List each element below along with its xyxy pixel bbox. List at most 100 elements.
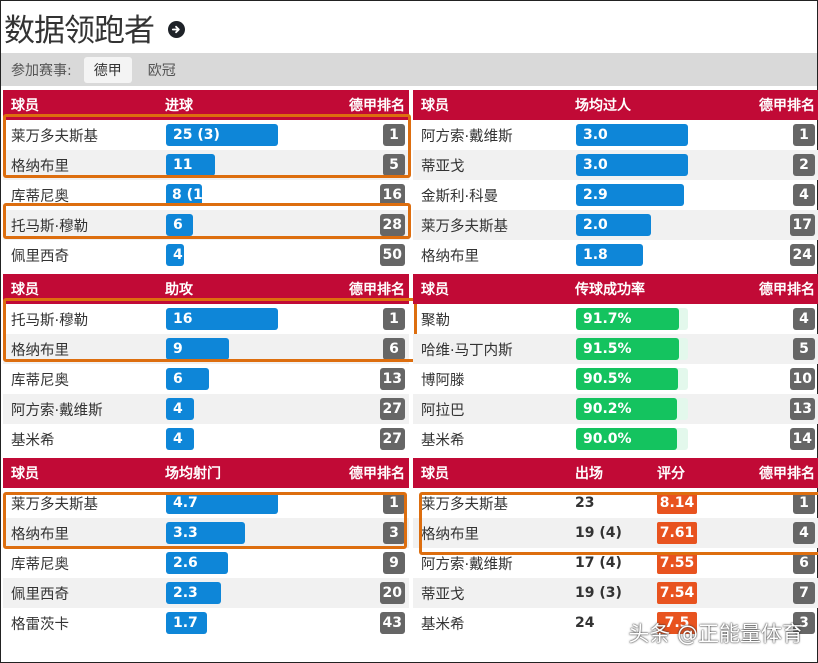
player-name[interactable]: 库蒂尼奥 [11,372,69,389]
column-header-rank[interactable]: 德甲排名 [759,466,815,482]
player-name[interactable]: 蒂亚戈 [421,158,465,175]
player-name[interactable]: 格纳布里 [11,158,69,175]
player-name[interactable]: 阿方索·戴维斯 [11,402,103,419]
table-row[interactable]: 阿方索·戴维斯 17 (4) 7.55 6 [413,548,818,578]
player-name[interactable]: 托马斯·穆勒 [11,218,89,235]
column-header-player[interactable]: 球员 [11,466,39,482]
rating-badge: 7.5 [657,612,697,634]
column-header-rank[interactable]: 德甲排名 [349,282,405,298]
rank-badge: 1 [793,124,815,146]
table-row[interactable]: 托马斯·穆勒 6 28 [3,210,409,240]
column-header-player[interactable]: 球员 [11,98,39,114]
player-name[interactable]: 库蒂尼奥 [11,556,69,573]
column-header-rank[interactable]: 德甲排名 [349,98,405,114]
player-name[interactable]: 聚勒 [421,312,450,329]
stat-bar: 8 (1 [166,184,202,206]
table-row[interactable]: 库蒂尼奥 8 (1 16 [3,180,409,210]
player-name[interactable]: 阿方索·戴维斯 [421,128,513,145]
table-row[interactable]: 蒂亚戈 19 (3) 7.54 7 [413,578,818,608]
panel-dribbles: 球员 场均过人 德甲排名 阿方索·戴维斯 3.0 1 蒂亚戈 3.0 2 金斯利·科曼 2… [413,86,818,270]
player-name[interactable]: 托马斯·穆勒 [11,312,89,329]
column-header-rank[interactable]: 德甲排名 [759,282,815,298]
table-row[interactable]: 莱万多夫斯基 4.7 1 [3,488,409,518]
player-name[interactable]: 莱万多夫斯基 [11,128,98,145]
player-name[interactable]: 库蒂尼奥 [11,188,69,205]
column-header-pass-accuracy[interactable]: 传球成功率 [575,282,645,298]
table-row[interactable]: 格纳布里 3.3 3 [3,518,409,548]
rank-badge: 1 [383,124,405,146]
column-header-appearances[interactable]: 出场 [575,466,603,482]
player-name[interactable]: 阿方索·戴维斯 [421,556,513,573]
column-header-assists[interactable]: 助攻 [165,282,193,298]
player-name[interactable]: 格纳布里 [421,248,479,265]
table-row[interactable]: 格纳布里 11 5 [3,150,409,180]
rating-badge: 7.54 [657,582,697,604]
rank-badge: 7 [793,582,815,604]
player-name[interactable]: 格纳布里 [11,526,69,543]
table-row[interactable]: 金斯利·科曼 2.9 4 [413,180,818,210]
table-row[interactable]: 阿方索·戴维斯 3.0 1 [413,120,818,150]
player-name[interactable]: 莱万多夫斯基 [421,218,508,235]
table-row[interactable]: 莱万多夫斯基 25 (3) 1 [3,120,409,150]
player-name[interactable]: 基米希 [421,616,465,633]
rank-badge: 14 [789,428,815,450]
player-name[interactable]: 蒂亚戈 [421,586,465,603]
table-row[interactable]: 莱万多夫斯基 23 8.14 1 [413,488,818,518]
player-name[interactable]: 佩里西奇 [11,586,69,603]
table-row[interactable]: 基米希 4 27 [3,424,409,454]
stat-bar: 2.0 [576,214,651,236]
rank-badge: 4 [793,308,815,330]
player-name[interactable]: 佩里西奇 [11,248,69,265]
column-header-goals[interactable]: 进球 [165,98,193,114]
player-name[interactable]: 格纳布里 [421,526,479,543]
column-header-dribbles[interactable]: 场均过人 [575,98,631,114]
table-row[interactable]: 库蒂尼奥 2.6 9 [3,548,409,578]
rank-badge: 17 [789,214,815,236]
table-row[interactable]: 博阿滕 90.5% 10 [413,364,818,394]
player-name[interactable]: 基米希 [11,432,55,449]
player-name[interactable]: 莱万多夫斯基 [11,496,98,513]
arrow-right-circle-icon[interactable] [168,20,185,38]
table-row[interactable]: 莱万多夫斯基 2.0 17 [413,210,818,240]
column-header-rank[interactable]: 德甲排名 [349,466,405,482]
column-header-player[interactable]: 球员 [421,466,449,482]
tab-champions-league[interactable]: 欧冠 [147,62,176,79]
table-row[interactable]: 蒂亚戈 3.0 2 [413,150,818,180]
table-row[interactable]: 格纳布里 9 6 [3,334,409,364]
table-row[interactable]: 阿方索·戴维斯 4 27 [3,394,409,424]
table-row[interactable]: 格纳布里 1.8 24 [413,240,818,270]
panel-goals: 球员 进球 德甲排名 莱万多夫斯基 25 (3) 1 格纳布里 11 5 库蒂尼奥 8 (… [3,86,411,270]
column-header-player[interactable]: 球员 [421,282,449,298]
table-row[interactable]: 基米希 24 7.5 3 [413,608,818,638]
column-header-rating[interactable]: 评分 [657,466,685,482]
rank-badge: 27 [379,428,405,450]
rank-badge: 3 [383,522,405,544]
player-name[interactable]: 博阿滕 [421,372,465,389]
player-name[interactable]: 基米希 [421,432,465,449]
tab-bundesliga[interactable]: 德甲 [83,56,132,83]
player-name[interactable]: 莱万多夫斯基 [421,496,508,513]
table-row[interactable]: 哈维·马丁内斯 91.5% 5 [413,334,818,364]
table-row[interactable]: 托马斯·穆勒 16 1 [3,304,409,334]
player-name[interactable]: 格雷茨卡 [11,616,69,633]
stat-bar: 1.7 [166,612,207,634]
rank-badge: 24 [789,244,815,266]
table-row[interactable]: 基米希 90.0% 14 [413,424,818,454]
rank-badge: 5 [793,338,815,360]
column-header-shots[interactable]: 场均射门 [165,466,221,482]
table-row[interactable]: 库蒂尼奥 6 13 [3,364,409,394]
watermark: 头条 @正能量体育 [628,622,803,646]
table-row[interactable]: 佩里西奇 2.3 20 [3,578,409,608]
column-header-rank[interactable]: 德甲排名 [759,98,815,114]
table-row[interactable]: 佩里西奇 4 50 [3,240,409,270]
table-row[interactable]: 聚勒 91.7% 4 [413,304,818,334]
player-name[interactable]: 阿拉巴 [421,402,465,419]
column-header-player[interactable]: 球员 [11,282,39,298]
player-name[interactable]: 金斯利·科曼 [421,188,499,205]
player-name[interactable]: 哈维·马丁内斯 [421,342,513,359]
column-header-player[interactable]: 球员 [421,98,449,114]
table-row[interactable]: 格纳布里 19 (4) 7.61 4 [413,518,818,548]
table-row[interactable]: 阿拉巴 90.2% 13 [413,394,818,424]
player-name[interactable]: 格纳布里 [11,342,69,359]
table-row[interactable]: 格雷茨卡 1.7 43 [3,608,409,638]
